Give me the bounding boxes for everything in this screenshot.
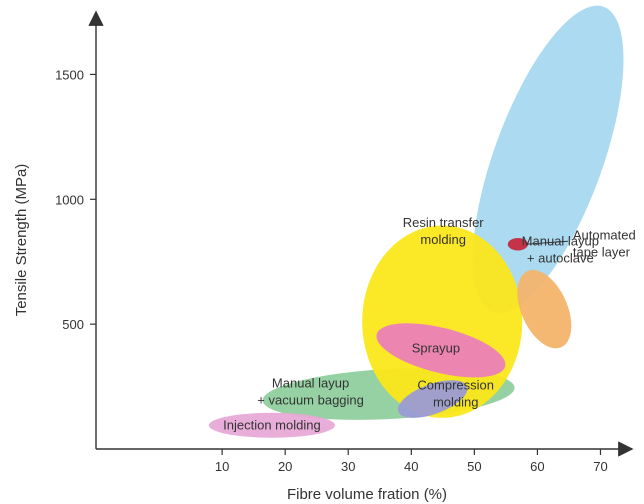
x-tick-label: 40 (404, 459, 418, 474)
x-tick-label: 20 (278, 459, 292, 474)
region-label-line: molding (420, 232, 466, 247)
y-tick-label: 500 (62, 317, 84, 332)
x-tick-label: 70 (593, 459, 607, 474)
region-label-compression-molding: Compression molding (417, 378, 494, 410)
regions-layer (208, 5, 624, 438)
region-label-resin-transfer-molding: Resin transfer molding (403, 215, 485, 247)
region-automated-tape-layer (507, 237, 528, 251)
x-tick-label: 30 (341, 459, 355, 474)
region-label-injection-molding: Injection molding (223, 417, 321, 432)
region-label-line: tape layer (573, 245, 631, 260)
region-label-automated-tape-layer: Automated tape layer (573, 228, 636, 260)
labels-layer: PultrusionManual layup+ vacuum baggingIn… (223, 215, 636, 432)
x-tick-label: 60 (530, 459, 544, 474)
ticks-layer: 10 20 30 40 50 60 70 500 1000 1500 (55, 67, 608, 474)
region-label-line: Manual layup (272, 376, 349, 391)
x-tick-label: 10 (215, 459, 229, 474)
region-label-line: Resin transfer (403, 215, 485, 230)
axes-layer (88, 10, 634, 457)
y-tick-label: 1500 (55, 67, 84, 82)
region-label-line: Compression (417, 378, 494, 393)
region-label-line: Automated (573, 228, 636, 243)
y-tick-label: 1000 (55, 192, 84, 207)
region-sprayup (376, 323, 506, 378)
region-label-line: Injection molding (223, 417, 321, 432)
region-compression-molding (397, 380, 468, 418)
leader-line-automated-tape-layer (525, 240, 568, 245)
region-injection-molding (208, 412, 335, 438)
region-label-line: + autoclave (527, 251, 594, 266)
y-axis-label: Tensile Strength (MPa) (13, 164, 30, 317)
region-label-line: Sprayup (412, 340, 460, 355)
region-label-sprayup: Sprayup (412, 340, 460, 355)
region-label-manual-layup-vacuum-bagging: Manual layup + vacuum bagging (257, 376, 364, 408)
region-manual-layup-autoclave (517, 270, 572, 349)
region-pultrusion (472, 5, 624, 313)
region-label-line: + vacuum bagging (257, 393, 364, 408)
region-label-line: Manual layup (522, 234, 599, 249)
region-label-manual-layup-autoclave: Manual layup + autoclave (522, 234, 599, 266)
region-label-line: molding (433, 395, 479, 410)
x-tick-label: 50 (467, 459, 481, 474)
x-axis-label: Fibre volume fration (%) (287, 486, 447, 503)
